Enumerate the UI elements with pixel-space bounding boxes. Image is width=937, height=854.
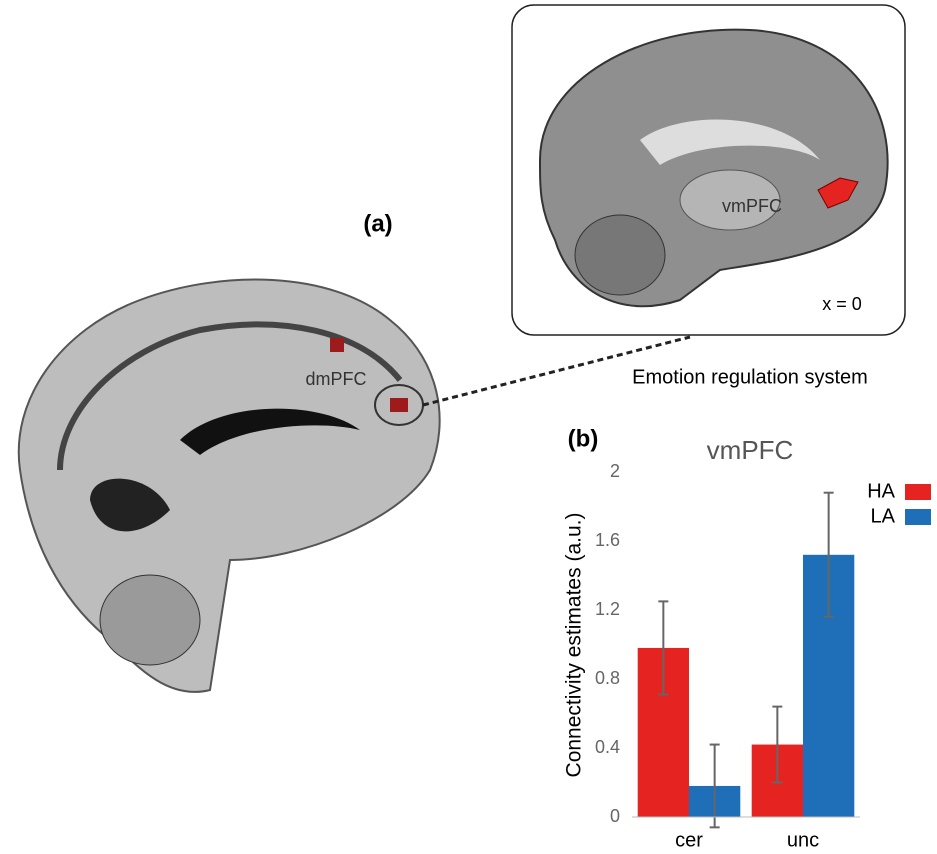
- panel-label: (b): [568, 425, 599, 452]
- y-tick-label: 2: [610, 461, 620, 481]
- slice-label: x = 0: [822, 294, 862, 314]
- chart-title: vmPFC: [707, 435, 794, 465]
- y-tick-label: 0: [610, 806, 620, 826]
- y-tick-label: 1.2: [595, 599, 620, 619]
- sagittal-brain: [17, 278, 691, 693]
- legend-label: LA: [871, 505, 896, 527]
- region-label: dmPFC: [305, 369, 366, 389]
- legend-swatch: [905, 484, 931, 500]
- x-tick-label: unc: [787, 829, 819, 851]
- panel-label: (a): [363, 210, 392, 237]
- y-axis-label: Connectivity estimates (a.u.): [563, 513, 586, 778]
- legend-label: HA: [867, 480, 895, 502]
- y-tick-label: 0.4: [595, 737, 620, 757]
- y-tick-label: 0.8: [595, 668, 620, 688]
- caption: Emotion regulation system: [632, 366, 868, 388]
- y-tick-label: 1.6: [595, 530, 620, 550]
- x-tick-label: cer: [675, 829, 703, 851]
- legend-swatch: [905, 509, 931, 525]
- inset-brain: [538, 28, 889, 308]
- region-label: vmPFC: [722, 196, 782, 216]
